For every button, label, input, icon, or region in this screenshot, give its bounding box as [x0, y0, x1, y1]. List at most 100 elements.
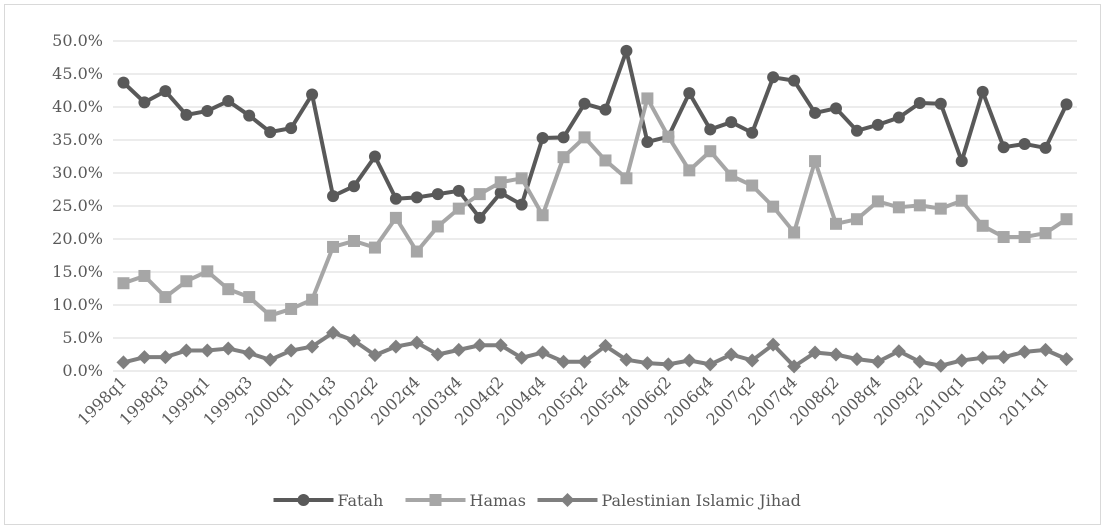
legend: Fatah Hamas Palestinian Islamic Jihad	[273, 491, 801, 510]
data-point-fatah	[913, 97, 926, 110]
y-axis-tick-labels: 0.0% 5.0% 10.0% 15.0% 20.0% 25.0% 30.0% 35.0% 40…	[52, 31, 103, 380]
data-point-fatah	[327, 190, 340, 203]
data-point-fatah	[452, 184, 465, 197]
data-point-palestinian-islamic-jihad	[305, 339, 320, 354]
data-point-fatah	[138, 96, 151, 109]
data-point-fatah	[201, 104, 214, 117]
data-point-hamas	[1060, 213, 1073, 226]
data-point-palestinian-islamic-jihad	[535, 345, 550, 360]
data-point-hamas	[515, 172, 528, 185]
data-point-fatah	[243, 109, 256, 122]
data-point-hamas	[138, 269, 151, 282]
data-point-hamas	[620, 172, 633, 185]
data-point-fatah	[515, 198, 528, 211]
data-point-fatah	[809, 106, 822, 119]
data-point-hamas	[976, 219, 989, 232]
data-point-palestinian-islamic-jihad	[430, 347, 445, 362]
data-point-hamas	[285, 302, 298, 315]
data-point-hamas	[410, 245, 423, 258]
data-point-fatah	[641, 135, 654, 148]
data-point-fatah	[746, 126, 759, 139]
data-point-hamas	[997, 231, 1010, 244]
y-tick-label: 35.0%	[52, 130, 103, 149]
y-tick-label: 0.0%	[62, 361, 103, 380]
data-point-palestinian-islamic-jihad	[116, 355, 131, 370]
y-tick-label: 50.0%	[52, 31, 103, 50]
data-point-hamas	[892, 201, 905, 214]
data-point-palestinian-islamic-jihad	[682, 353, 697, 368]
data-point-palestinian-islamic-jihad	[514, 350, 529, 365]
legend-marker-fatah	[297, 494, 310, 506]
y-tick-label: 45.0%	[52, 64, 103, 83]
data-point-hamas	[201, 265, 214, 278]
data-point-palestinian-islamic-jihad	[472, 338, 487, 353]
data-point-palestinian-islamic-jihad	[158, 350, 173, 365]
series-hamas	[117, 92, 1073, 322]
data-point-fatah	[348, 180, 360, 193]
data-point-hamas	[180, 275, 193, 288]
data-point-hamas	[683, 164, 696, 177]
data-point-hamas	[389, 211, 402, 224]
data-point-palestinian-islamic-jihad	[326, 325, 341, 340]
series-fatah	[117, 44, 1073, 224]
data-point-palestinian-islamic-jihad	[409, 335, 424, 350]
data-point-fatah	[285, 122, 298, 135]
data-point-hamas	[473, 188, 486, 201]
data-point-fatah	[1018, 137, 1031, 150]
data-point-palestinian-islamic-jihad	[891, 344, 906, 359]
data-point-palestinian-islamic-jihad	[870, 354, 885, 369]
legend-item-palestinian-islamic-jihad: Palestinian Islamic Jihad	[537, 491, 801, 510]
y-tick-label: 25.0%	[52, 196, 103, 215]
data-point-palestinian-islamic-jihad	[954, 353, 969, 368]
data-point-hamas	[788, 226, 801, 239]
legend-marker-palestinian-islamic-jihad	[560, 493, 575, 507]
data-point-palestinian-islamic-jihad	[388, 339, 403, 354]
data-point-fatah	[117, 76, 130, 89]
data-point-hamas	[243, 291, 256, 304]
data-point-hamas	[431, 220, 444, 233]
data-point-fatah	[830, 102, 842, 115]
data-point-hamas	[306, 293, 319, 306]
data-point-palestinian-islamic-jihad	[808, 345, 823, 360]
data-point-palestinian-islamic-jihad	[577, 354, 592, 369]
data-point-fatah	[725, 116, 738, 129]
data-point-palestinian-islamic-jihad	[1059, 352, 1074, 367]
data-point-hamas	[1018, 231, 1031, 244]
data-point-hamas	[327, 240, 340, 253]
legend-label-fatah: Fatah	[338, 491, 384, 510]
data-point-hamas	[934, 202, 947, 215]
series-line-fatah	[122, 48, 1069, 220]
data-point-palestinian-islamic-jihad	[1017, 344, 1032, 359]
data-point-palestinian-islamic-jihad	[493, 338, 508, 353]
data-point-palestinian-islamic-jihad	[137, 350, 152, 365]
data-point-fatah	[180, 108, 193, 121]
data-point-palestinian-islamic-jihad	[1038, 342, 1053, 357]
data-point-hamas	[264, 309, 277, 322]
data-point-hamas	[871, 195, 884, 208]
data-point-hamas	[809, 155, 822, 168]
data-point-hamas	[452, 202, 465, 215]
data-point-fatah	[473, 211, 486, 224]
data-point-fatah	[159, 85, 172, 98]
data-point-hamas	[117, 277, 130, 290]
data-point-fatah	[536, 132, 549, 145]
data-point-hamas	[578, 131, 591, 144]
data-point-fatah	[620, 44, 633, 57]
y-tick-label: 10.0%	[52, 295, 103, 314]
data-point-hamas	[1039, 227, 1052, 240]
legend-marker-hamas	[429, 494, 442, 506]
y-tick-label: 40.0%	[52, 97, 103, 116]
y-tick-label: 5.0%	[62, 328, 103, 347]
data-point-hamas	[704, 145, 717, 158]
data-point-fatah	[306, 88, 319, 101]
data-point-palestinian-islamic-jihad	[179, 343, 194, 358]
data-point-fatah	[683, 87, 696, 100]
data-point-fatah	[222, 95, 235, 108]
data-point-palestinian-islamic-jihad	[745, 353, 760, 368]
data-point-palestinian-islamic-jihad	[367, 348, 382, 363]
data-point-fatah	[788, 74, 801, 87]
data-point-fatah	[976, 85, 989, 98]
data-point-fatah	[578, 97, 591, 110]
data-point-fatah	[389, 192, 402, 205]
